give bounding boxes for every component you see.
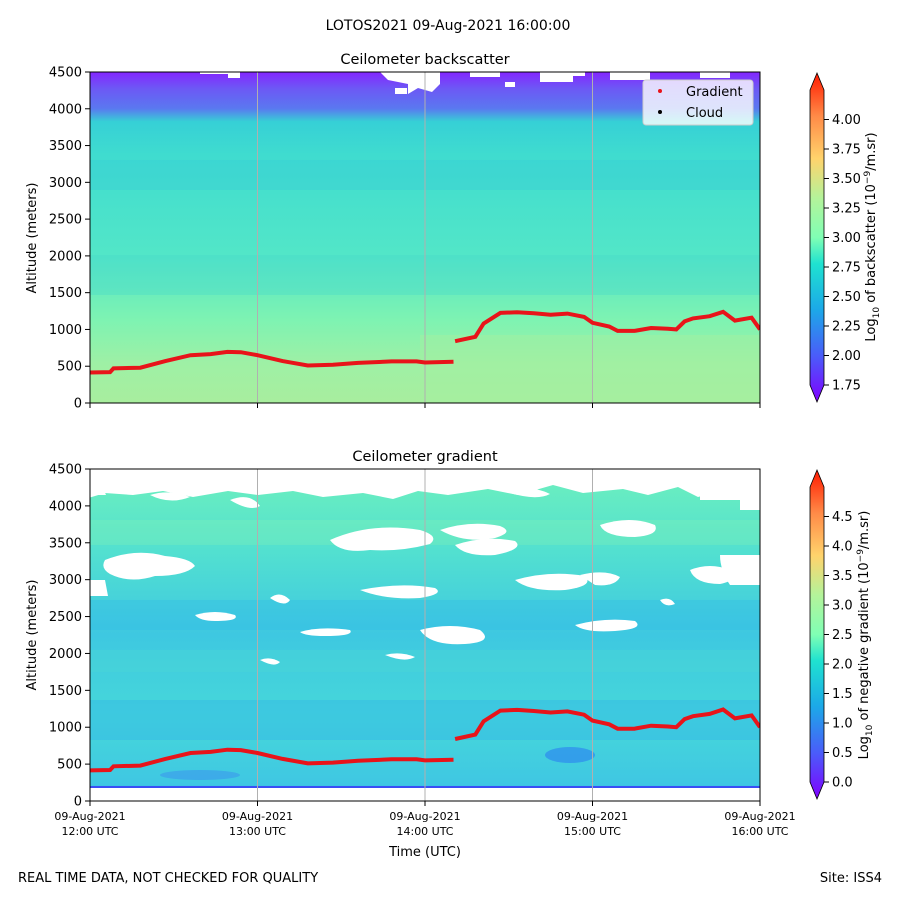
gradient-colorbar-tick-label: 1.5 (832, 687, 853, 702)
backscatter-colorbar-label: Log10 of backscatter (10−9/m.sr) (863, 132, 882, 341)
gradient-x-tick-time: 12:00 UTC (61, 825, 118, 838)
gradient-y-tick-label: 2500 (49, 610, 82, 625)
legend-gradient-label: Gradient (686, 85, 743, 100)
backscatter-colorbar-tick-label: 3.25 (832, 202, 861, 217)
gradient-x-tick-date: 09-Aug-2021 (724, 810, 795, 823)
gradient-y-tick-label: 4500 (49, 463, 82, 478)
gradient-colorbar-label: Log10 of negative gradient (10−9/m.sr) (856, 511, 875, 760)
gradient-x-tick-time: 13:00 UTC (229, 825, 286, 838)
backscatter-y-tick-label: 2500 (49, 213, 82, 228)
backscatter-title: Ceilometer backscatter (340, 52, 509, 68)
gradient-colorbar-tick-label: 2.0 (832, 658, 853, 673)
backscatter-colorbar-tick-label: 2.75 (832, 261, 861, 276)
gradient-xlabel: Time (UTC) (388, 845, 461, 860)
gradient-y-tick-label: 3000 (49, 573, 82, 588)
gradient-line-bottom (454, 707, 760, 741)
figure-suptitle: LOTOS2021 09-Aug-2021 16:00:00 (326, 18, 571, 34)
backscatter-colorbar-tick-label: 3.50 (832, 172, 861, 187)
gradient-y-tick-label: 0 (74, 795, 82, 810)
backscatter-colorbar: 1.75 2.00 2.25 2.50 2.75 3.00 3.25 3.50 3.75 4.00… (809, 71, 882, 404)
gradient-x-tick-time: 15:00 UTC (564, 825, 621, 838)
backscatter-colorbar-tick-label: 2.25 (832, 320, 861, 335)
backscatter-colorbar-ticks: 1.75 2.00 2.25 2.50 2.75 3.00 3.25 3.50 3.75 4.00 (824, 113, 861, 394)
backscatter-y-tick-label: 2000 (49, 249, 82, 264)
legend-box (642, 79, 754, 126)
gradient-ylabel: Altitude (meters) (25, 580, 40, 691)
legend: Gradient Cloud (642, 79, 754, 126)
gradient-colorbar-ticks: 0.0 0.5 1.0 1.5 2.0 2.5 3.0 3.5 4.0 4.5 (824, 510, 853, 791)
legend-cloud-marker (658, 110, 662, 114)
backscatter-y-tick-label: 500 (57, 360, 82, 375)
gradient-line-bottom (90, 747, 454, 773)
gradient-colorbar-tick-label: 2.5 (832, 628, 853, 643)
backscatter-panel: Ceilometer backscatter 0 500 1000 1500 2000 2… (25, 52, 882, 412)
backscatter-colorbar-tick-label: 3.75 (832, 143, 861, 158)
backscatter-y-tick-label: 3000 (49, 176, 82, 191)
gradient-y-tick-label: 2000 (49, 647, 82, 662)
gradient-y-tick-label: 1500 (49, 684, 82, 699)
footer-quality-note: REAL TIME DATA, NOT CHECKED FOR QUALITY (18, 871, 318, 886)
gradient-colorbar-tick-label: 0.0 (832, 776, 853, 791)
gradient-panel: Ceilometer gradient (25, 449, 875, 860)
backscatter-x-ticks (89, 403, 761, 408)
footer-site: Site: ISS4 (820, 871, 882, 886)
gradient-blob (160, 770, 240, 780)
backscatter-y-tick-label: 4000 (49, 102, 82, 117)
gradient-y-tick-label: 1000 (49, 721, 82, 736)
backscatter-colorbar-tick-label: 3.00 (832, 231, 861, 246)
backscatter-colorbar-bar (809, 71, 825, 404)
gradient-colorbar-tick-label: 4.5 (832, 510, 853, 525)
backscatter-y-tick-label: 1000 (49, 323, 82, 338)
gradient-x-tick-date: 09-Aug-2021 (389, 810, 460, 823)
gradient-x-tick-time: 14:00 UTC (396, 825, 453, 838)
gradient-colorbar-bar (809, 468, 825, 801)
backscatter-gridlines (257, 72, 593, 403)
gradient-title: Ceilometer gradient (352, 449, 498, 465)
gradient-x-tick-date: 09-Aug-2021 (222, 810, 293, 823)
backscatter-colorbar-tick-label: 4.00 (832, 113, 861, 128)
backscatter-band (420, 335, 760, 403)
backscatter-y-tick-label: 1500 (49, 286, 82, 301)
gradient-gridlines (257, 469, 593, 801)
gradient-colorbar: 0.0 0.5 1.0 1.5 2.0 2.5 3.0 3.5 4.0 4.5 Log10 of … (809, 468, 875, 801)
gradient-x-ticks: 09-Aug-2021 12:00 UTC 09-Aug-2021 13:00 UTC… (54, 801, 796, 838)
gradient-line-top (454, 309, 760, 344)
gradient-x-tick-time: 16:00 UTC (731, 825, 788, 838)
gradient-colorbar-tick-label: 4.0 (832, 540, 853, 555)
backscatter-y-tick-label: 0 (74, 397, 82, 412)
backscatter-colorbar-tick-label: 2.50 (832, 290, 861, 305)
gradient-colorbar-tick-label: 3.5 (832, 569, 853, 584)
gradient-colorbar-tick-label: 3.0 (832, 599, 853, 614)
legend-gradient-marker (658, 89, 662, 93)
backscatter-y-tick-label: 3500 (49, 139, 82, 154)
gradient-y-tick-label: 3500 (49, 536, 82, 551)
gradient-colorbar-tick-label: 0.5 (832, 746, 853, 761)
backscatter-ylabel: Altitude (meters) (25, 183, 40, 294)
gradient-blob (545, 747, 595, 763)
gradient-y-tick-label: 4000 (49, 499, 82, 514)
gradient-line-top (90, 349, 454, 375)
gradient-y-tick-label: 500 (57, 758, 82, 773)
gradient-colorbar-tick-label: 1.0 (832, 717, 853, 732)
gradient-x-tick-date: 09-Aug-2021 (54, 810, 125, 823)
gradient-x-tick-date: 09-Aug-2021 (557, 810, 628, 823)
backscatter-colorbar-tick-label: 1.75 (832, 379, 861, 394)
backscatter-y-tick-label: 4500 (49, 66, 82, 81)
backscatter-y-ticks: 0 500 1000 1500 2000 2500 3000 3500 4000 4500 (49, 66, 90, 412)
legend-cloud-label: Cloud (686, 106, 723, 121)
backscatter-colorbar-tick-label: 2.00 (832, 349, 861, 364)
gradient-y-ticks: 0 500 1000 1500 2000 2500 3000 3500 4000 4500 (49, 463, 90, 810)
